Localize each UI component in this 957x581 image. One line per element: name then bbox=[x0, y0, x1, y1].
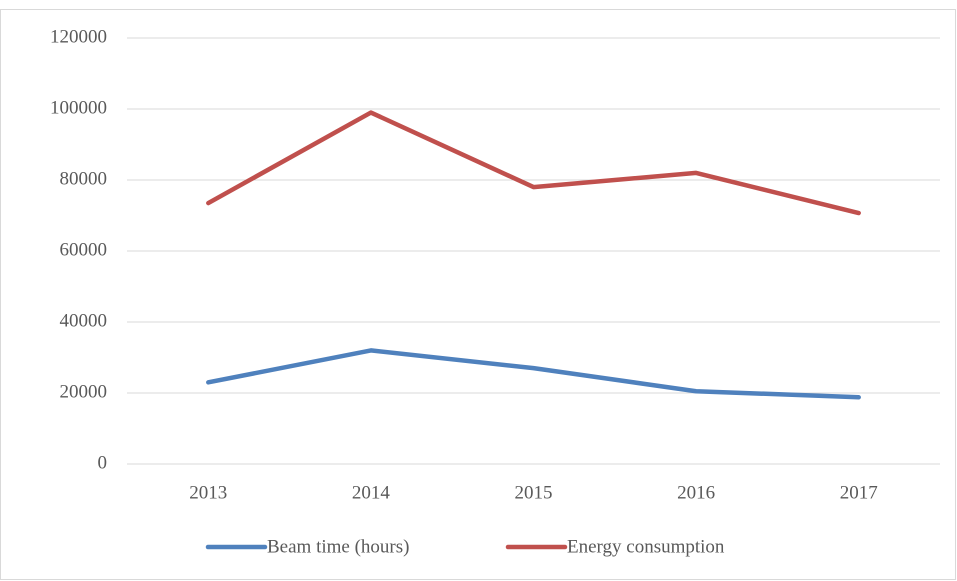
legend-label: Energy consumption bbox=[567, 536, 725, 557]
x-tick-label: 2014 bbox=[352, 482, 391, 503]
chart-border bbox=[0, 9, 956, 580]
legend-label: Beam time (hours) bbox=[267, 536, 409, 557]
x-tick-label: 2013 bbox=[189, 482, 227, 503]
y-tick-label: 0 bbox=[98, 452, 108, 473]
y-tick-label: 120000 bbox=[50, 26, 107, 47]
y-tick-label: 60000 bbox=[60, 239, 108, 260]
y-tick-label: 80000 bbox=[60, 168, 108, 189]
y-tick-label: 20000 bbox=[60, 381, 108, 402]
series-line bbox=[206, 110, 861, 216]
x-tick-label: 2017 bbox=[840, 482, 878, 503]
series-line bbox=[206, 348, 861, 400]
y-tick-label: 40000 bbox=[60, 310, 108, 331]
y-tick-label: 100000 bbox=[50, 97, 107, 118]
x-tick-label: 2016 bbox=[677, 482, 715, 503]
x-tick-label: 2015 bbox=[515, 482, 553, 503]
